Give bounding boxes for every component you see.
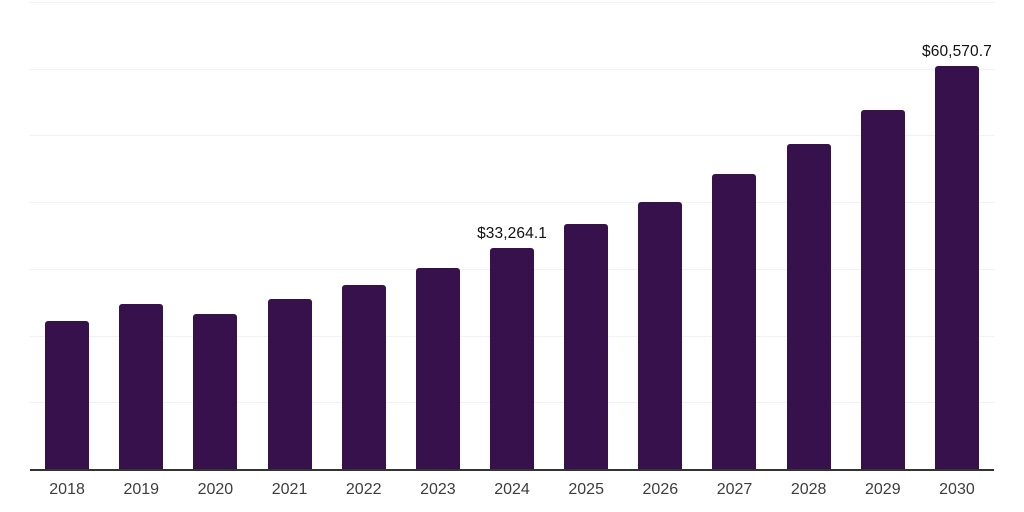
x-tick-2028: 2028	[790, 481, 827, 498]
x-tick-2020: 2020	[197, 481, 234, 498]
bar-2027	[712, 174, 757, 470]
bar-slot-2024: $33,264.1	[475, 3, 549, 470]
x-tick-2030: 2030	[939, 481, 975, 498]
bar-2018	[45, 320, 90, 470]
gridline-60000	[30, 68, 994, 70]
x-axis-line	[30, 469, 994, 471]
bar-2019	[119, 303, 164, 470]
bar-slot-2025	[549, 3, 623, 470]
data-label-2024: $33,264.1	[477, 225, 547, 243]
bar-slot-2026	[623, 3, 697, 470]
bar-2023	[415, 267, 460, 470]
plot-area: $33,264.1 $60,570.7	[30, 2, 994, 470]
bar-2029	[860, 110, 905, 470]
bar-2024	[490, 248, 535, 470]
bar-slot-2028	[772, 3, 846, 470]
x-tick-2018: 2018	[49, 481, 85, 498]
x-tick-2024: 2024	[494, 481, 530, 498]
gridline-40000	[30, 202, 994, 204]
bar-2020	[193, 313, 238, 470]
bar-slot-2020	[178, 3, 252, 470]
x-axis-tick-labels: 2018 2019 2020 2021 2022 2023 2024 2025 2026 2027…	[30, 481, 994, 499]
bar-slot-2023	[401, 3, 475, 470]
bar-slot-2018	[30, 3, 104, 470]
bar-2026	[638, 202, 683, 470]
gridline-70000	[30, 2, 994, 3]
bar-slot-2027	[697, 3, 771, 470]
x-tick-2019: 2019	[123, 481, 160, 498]
bar-2025	[564, 223, 609, 470]
bar-2021	[267, 299, 312, 470]
bars-layer: $33,264.1 $60,570.7	[30, 3, 994, 470]
bar-2030	[934, 65, 979, 470]
x-tick-2022: 2022	[345, 481, 382, 498]
x-tick-2027: 2027	[716, 481, 753, 498]
bar-2022	[341, 284, 386, 470]
bar-slot-2029	[846, 3, 920, 470]
gridline-50000	[30, 135, 994, 137]
bar-2028	[786, 143, 831, 470]
bar-slot-2022	[327, 3, 401, 470]
bar-slot-2019	[104, 3, 178, 470]
x-tick-2029: 2029	[865, 481, 901, 498]
x-tick-2025: 2025	[568, 481, 604, 498]
bar-slot-2021	[252, 3, 326, 470]
x-tick-2021: 2021	[271, 481, 308, 498]
bar-slot-2030: $60,570.7	[920, 3, 994, 470]
x-tick-2026: 2026	[642, 481, 679, 498]
x-tick-2023: 2023	[420, 481, 456, 498]
data-label-2030: $60,570.7	[922, 42, 992, 60]
